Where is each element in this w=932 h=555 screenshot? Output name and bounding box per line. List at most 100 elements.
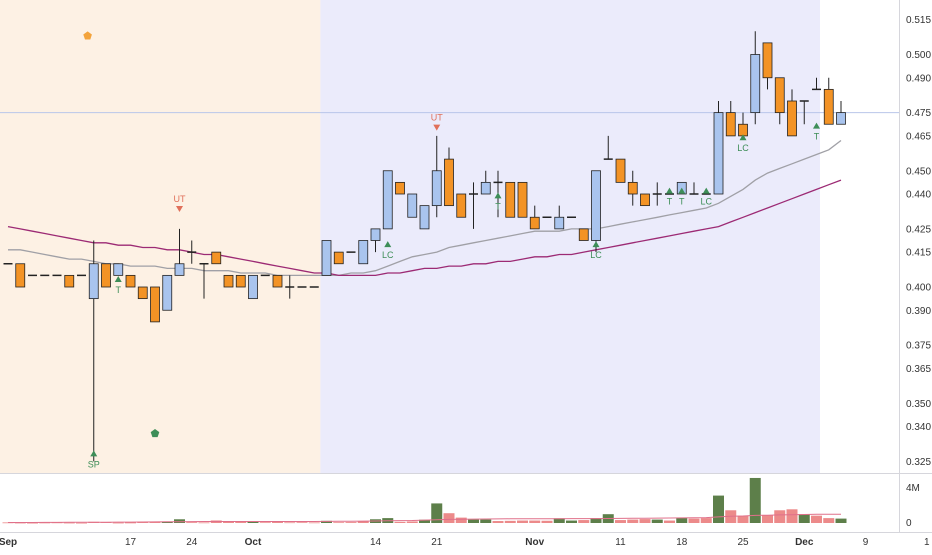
volume-bar[interactable] [774, 510, 786, 523]
volume-bar[interactable] [615, 520, 626, 523]
signal-marker[interactable]: T [813, 122, 820, 142]
candle[interactable] [285, 275, 295, 299]
volume-bar[interactable] [762, 515, 773, 523]
volume-bar[interactable] [443, 513, 455, 523]
candle[interactable] [235, 274, 246, 288]
volume-bar[interactable] [259, 522, 271, 524]
volume-bar[interactable] [492, 521, 504, 523]
candle[interactable] [223, 274, 234, 288]
volume-bar[interactable] [308, 522, 320, 524]
candle[interactable] [774, 77, 785, 125]
signal-marker[interactable]: LC [737, 134, 749, 153]
signal-marker[interactable] [150, 429, 160, 438]
candle[interactable] [321, 240, 332, 276]
volume-bar[interactable] [394, 521, 406, 523]
signal-marker[interactable]: T [666, 187, 673, 207]
candle[interactable] [640, 193, 650, 207]
candle[interactable] [431, 135, 442, 218]
candle[interactable] [787, 89, 797, 137]
volume-bar[interactable] [357, 521, 369, 523]
volume-bar[interactable] [431, 503, 443, 523]
candle[interactable] [480, 170, 491, 195]
signal-marker[interactable]: T [114, 276, 122, 295]
volume-bar[interactable] [76, 522, 87, 524]
volume-bar[interactable] [247, 521, 259, 523]
volume-bar[interactable] [296, 522, 308, 524]
candle[interactable] [125, 274, 136, 288]
volume-bar[interactable] [345, 522, 357, 523]
candle[interactable] [578, 228, 589, 241]
candle[interactable] [505, 181, 516, 218]
candle[interactable] [382, 170, 393, 230]
candle[interactable] [603, 135, 613, 160]
volume-bar[interactable] [112, 522, 124, 524]
candle[interactable] [358, 240, 369, 265]
candle[interactable] [799, 100, 809, 125]
volume-bar[interactable] [835, 518, 847, 523]
candle[interactable] [88, 240, 99, 462]
volume-bar[interactable] [823, 518, 835, 523]
candle[interactable] [652, 182, 662, 206]
volume-bar[interactable] [406, 521, 418, 523]
candle[interactable] [211, 251, 222, 265]
volume-bar[interactable] [639, 519, 651, 523]
candle[interactable] [615, 158, 626, 183]
candle[interactable] [162, 274, 173, 311]
candle[interactable] [333, 251, 344, 265]
candle[interactable] [591, 170, 601, 253]
candle[interactable] [836, 101, 846, 125]
candle[interactable] [15, 263, 26, 288]
candle[interactable] [529, 205, 540, 230]
volume-bar[interactable] [419, 519, 430, 523]
candle[interactable] [627, 170, 638, 206]
candle[interactable] [113, 263, 124, 276]
volume-bar[interactable] [688, 518, 700, 523]
signal-marker[interactable]: T [678, 187, 686, 207]
candle[interactable] [517, 181, 528, 218]
volume-bar[interactable] [39, 522, 51, 524]
signal-marker[interactable]: LC [382, 241, 394, 260]
volume-bar[interactable] [517, 520, 528, 523]
candle[interactable] [419, 205, 430, 230]
volume-bar[interactable] [468, 519, 479, 523]
volume-bar[interactable] [553, 518, 565, 523]
volume-bar[interactable] [198, 522, 210, 524]
volume-bar[interactable] [590, 518, 602, 523]
volume-bar[interactable] [504, 520, 516, 523]
volume-bar[interactable] [235, 522, 247, 523]
volume-bar[interactable] [651, 519, 663, 523]
candle[interactable] [395, 181, 405, 195]
volume-bar[interactable] [480, 519, 492, 523]
candle[interactable] [823, 77, 834, 125]
volume-bar[interactable] [272, 522, 283, 523]
signal-marker[interactable]: UT [431, 113, 443, 131]
candle[interactable] [248, 274, 258, 300]
volume-bar[interactable] [566, 520, 577, 523]
volume-bar[interactable] [186, 522, 198, 524]
candle[interactable] [812, 77, 821, 91]
candle[interactable] [174, 228, 185, 276]
volume-bar[interactable] [713, 495, 724, 523]
volume-bar[interactable] [676, 517, 688, 523]
volume-bar[interactable] [455, 517, 467, 523]
candle[interactable] [456, 193, 467, 218]
volume-bar[interactable] [174, 519, 185, 523]
candle[interactable] [370, 228, 381, 253]
volume-bar[interactable] [786, 509, 798, 523]
volume-bar[interactable] [333, 522, 345, 524]
volume-bar[interactable] [737, 515, 749, 523]
signal-marker[interactable]: T [494, 192, 502, 211]
volume-bar[interactable] [223, 521, 234, 523]
volume-bar[interactable] [798, 514, 810, 523]
volume-bar[interactable] [700, 518, 712, 523]
volume-bar[interactable] [664, 520, 675, 523]
volume-bar[interactable] [811, 515, 822, 523]
volume-bar[interactable] [161, 521, 173, 523]
signal-marker[interactable] [83, 31, 92, 40]
candle[interactable] [101, 263, 111, 288]
volume-bar[interactable] [749, 477, 761, 523]
volume-bar[interactable] [125, 522, 136, 524]
volume-bar[interactable] [284, 522, 296, 524]
